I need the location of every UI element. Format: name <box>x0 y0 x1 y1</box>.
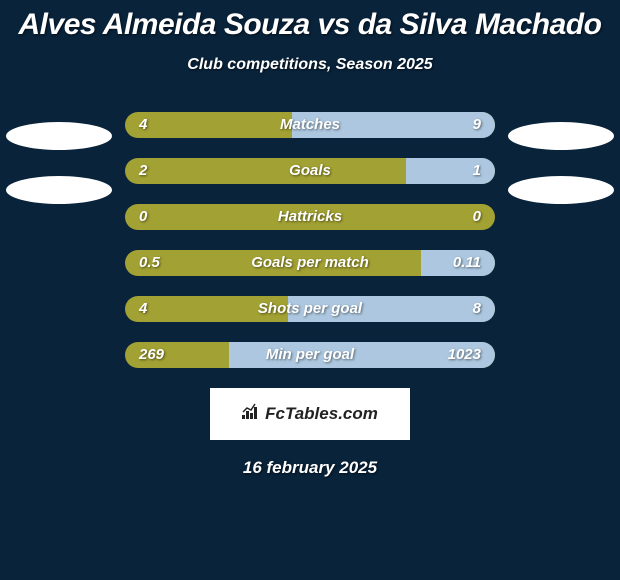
stat-row: 00Hattricks <box>125 204 495 230</box>
stat-label: Goals per match <box>125 250 495 276</box>
page-title: Alves Almeida Souza vs da Silva Machado <box>0 0 620 42</box>
stat-row: 2691023Min per goal <box>125 342 495 368</box>
stat-row: 49Matches <box>125 112 495 138</box>
stat-label: Goals <box>125 158 495 184</box>
stat-label: Shots per goal <box>125 296 495 322</box>
stat-label: Hattricks <box>125 204 495 230</box>
date-text: 16 february 2025 <box>0 458 620 478</box>
stat-row: 0.50.11Goals per match <box>125 250 495 276</box>
player-avatar-left <box>6 122 112 150</box>
stat-row: 21Goals <box>125 158 495 184</box>
player-avatar-right <box>508 122 614 150</box>
stat-label: Min per goal <box>125 342 495 368</box>
player-avatar-left <box>6 176 112 204</box>
brand-box[interactable]: FcTables.com <box>210 388 410 440</box>
player-avatar-right <box>508 176 614 204</box>
stat-row: 48Shots per goal <box>125 296 495 322</box>
stat-label: Matches <box>125 112 495 138</box>
stats-container: 49Matches 21Goals 00Hattricks 0.50.11Goals … <box>0 112 620 368</box>
chart-icon <box>242 403 262 426</box>
brand-text: FcTables.com <box>265 404 378 424</box>
page-subtitle: Club competitions, Season 2025 <box>0 56 620 74</box>
